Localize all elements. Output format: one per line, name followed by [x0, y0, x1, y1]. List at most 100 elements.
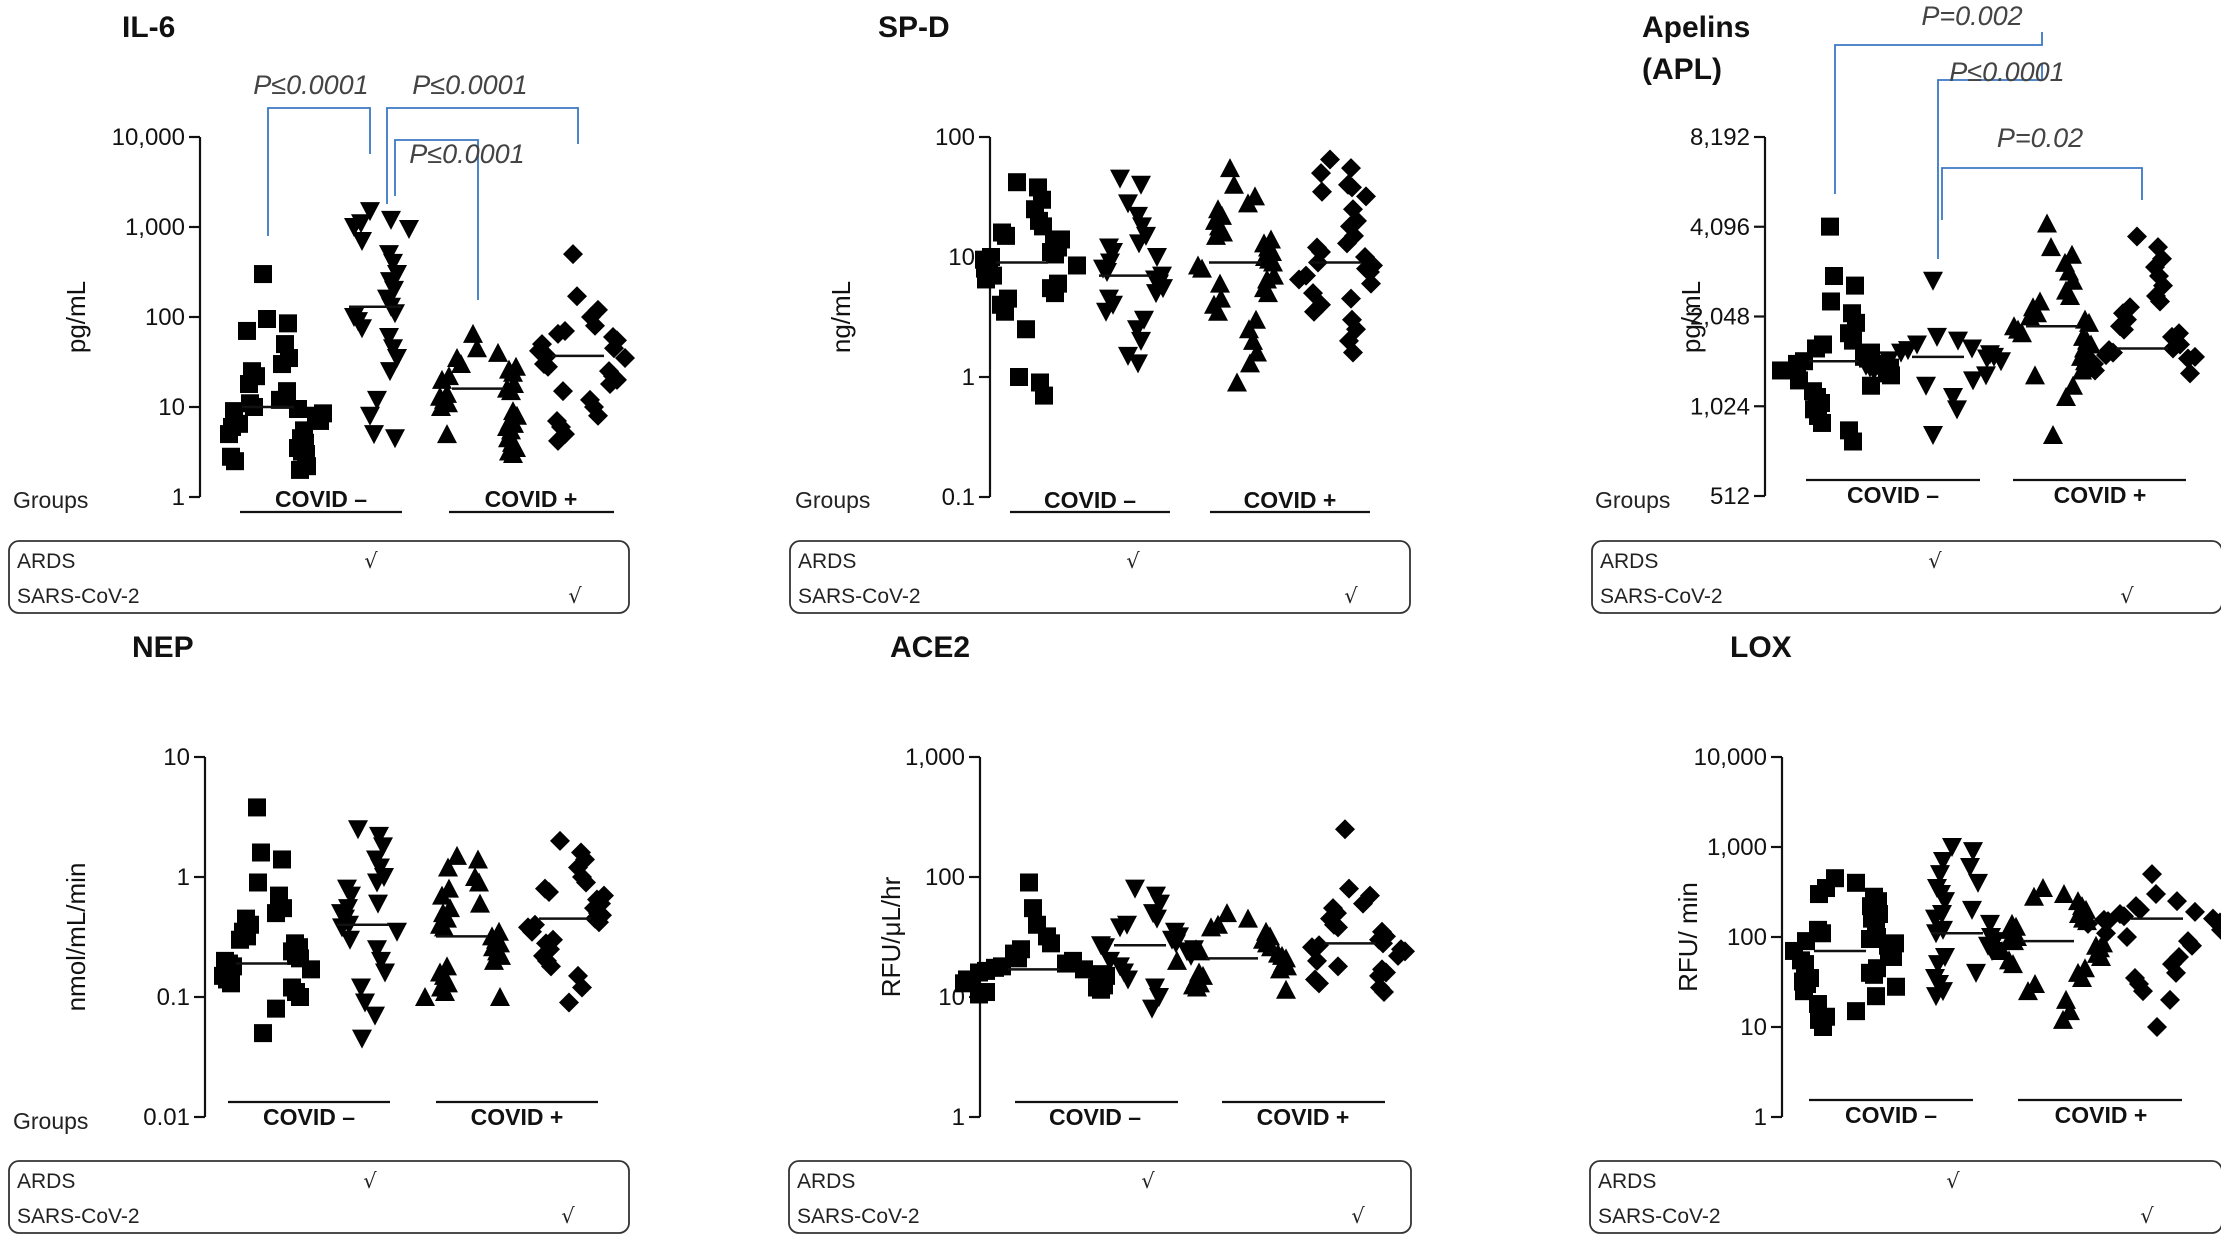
data-point	[367, 873, 387, 893]
data-point	[1206, 225, 1226, 245]
data-point	[559, 992, 579, 1013]
data-point	[367, 940, 387, 960]
data-point	[360, 406, 380, 426]
data-point	[1865, 965, 1883, 984]
data-point	[1947, 400, 1967, 420]
data-point	[1247, 342, 1267, 362]
data-point	[369, 826, 389, 846]
y-tick-label: 4,096	[1690, 214, 1750, 241]
significance-bracket	[1941, 167, 2143, 220]
data-point	[1825, 267, 1843, 286]
data-point	[1167, 950, 1187, 970]
data-point	[1128, 354, 1148, 374]
data-point	[238, 321, 256, 340]
data-point	[273, 355, 291, 374]
data-point	[348, 820, 368, 840]
data-point	[1342, 177, 1362, 198]
data-point	[2072, 968, 2092, 988]
y-tick-label: 1	[172, 484, 185, 511]
data-point	[1010, 368, 1028, 386]
data-point	[1813, 924, 1831, 943]
data-point	[2033, 878, 2053, 898]
group-label: COVID +	[1244, 487, 1337, 513]
data-point	[1128, 206, 1148, 226]
data-point	[2024, 886, 2044, 906]
data-point	[415, 987, 435, 1006]
data-point	[955, 974, 973, 993]
data-point	[1103, 243, 1123, 263]
data-point	[370, 858, 390, 878]
data-point	[1095, 938, 1115, 958]
data-point	[271, 390, 289, 409]
data-point	[1134, 310, 1154, 330]
data-point	[1360, 261, 1380, 282]
data-point	[383, 253, 403, 273]
data-point	[503, 362, 523, 382]
data-point	[1343, 342, 1363, 363]
panel-title: Apelins	[1642, 11, 1750, 44]
data-point	[585, 315, 605, 336]
condition-table	[1591, 540, 2221, 614]
data-point	[1923, 426, 1943, 446]
data-point	[1034, 217, 1052, 236]
data-point	[2166, 962, 2186, 983]
panel-title: IL-6	[122, 11, 175, 44]
p-value-label: P=0.002	[1921, 1, 2022, 31]
y-tick-label: 10	[1740, 1014, 1767, 1041]
data-point	[1147, 909, 1167, 929]
data-point	[1166, 934, 1186, 954]
data-point	[360, 202, 380, 222]
data-point	[2004, 931, 2024, 951]
data-point	[970, 985, 988, 1004]
data-point	[254, 1024, 272, 1043]
data-point	[2043, 425, 2063, 445]
data-point	[1238, 193, 1258, 213]
data-point	[379, 327, 399, 347]
group-label: COVID +	[2054, 482, 2147, 508]
condition-table	[789, 540, 1411, 614]
y-tick-label: 0.1	[942, 484, 975, 511]
data-point	[1132, 217, 1152, 237]
data-point	[1980, 914, 2000, 934]
data-point	[2091, 946, 2111, 966]
data-point	[1991, 352, 2011, 372]
panel-1: SP-D ng/mL 0.1 1 10 100 COVID – COVID + Groups AR…	[789, 11, 1411, 614]
data-point	[1263, 252, 1283, 272]
check-mark: √	[1351, 1204, 1365, 1228]
data-point	[615, 348, 635, 369]
data-point	[332, 918, 352, 938]
data-point	[2127, 226, 2147, 247]
y-axis-label: pg/mL	[1676, 281, 1706, 353]
data-point	[447, 845, 467, 865]
data-point	[1312, 181, 1332, 202]
data-point	[1963, 371, 1983, 391]
data-point	[1353, 893, 1373, 914]
y-tick-label: 1,024	[1690, 393, 1750, 420]
data-point	[351, 978, 371, 998]
panel-5: LOX RFU/ min 1 10 100 1,000 10,000 COVID – COVID…	[1589, 631, 2221, 1234]
data-point	[470, 893, 490, 913]
data-point	[222, 974, 240, 993]
data-point	[226, 452, 244, 471]
data-point	[1943, 387, 1963, 407]
data-point	[1328, 917, 1348, 938]
y-tick-label: 10,000	[1694, 744, 1767, 771]
condition-row-label: ARDS	[1600, 550, 1658, 573]
data-point	[1796, 955, 1814, 974]
data-point	[1008, 173, 1026, 192]
y-tick-label: 1,000	[125, 214, 185, 241]
data-point	[1024, 899, 1042, 918]
significance-bracket	[1834, 32, 2043, 194]
data-point	[435, 982, 455, 1002]
data-point	[1862, 376, 1880, 395]
data-point	[220, 425, 238, 444]
data-point	[1276, 979, 1296, 999]
data-point	[1846, 276, 1864, 295]
data-point	[501, 381, 521, 401]
y-tick-label: 1	[177, 864, 190, 891]
groups-label: Groups	[13, 487, 88, 513]
data-point	[2130, 899, 2150, 920]
data-point	[355, 993, 375, 1013]
y-axis-label: RFU/ min	[1673, 882, 1703, 992]
